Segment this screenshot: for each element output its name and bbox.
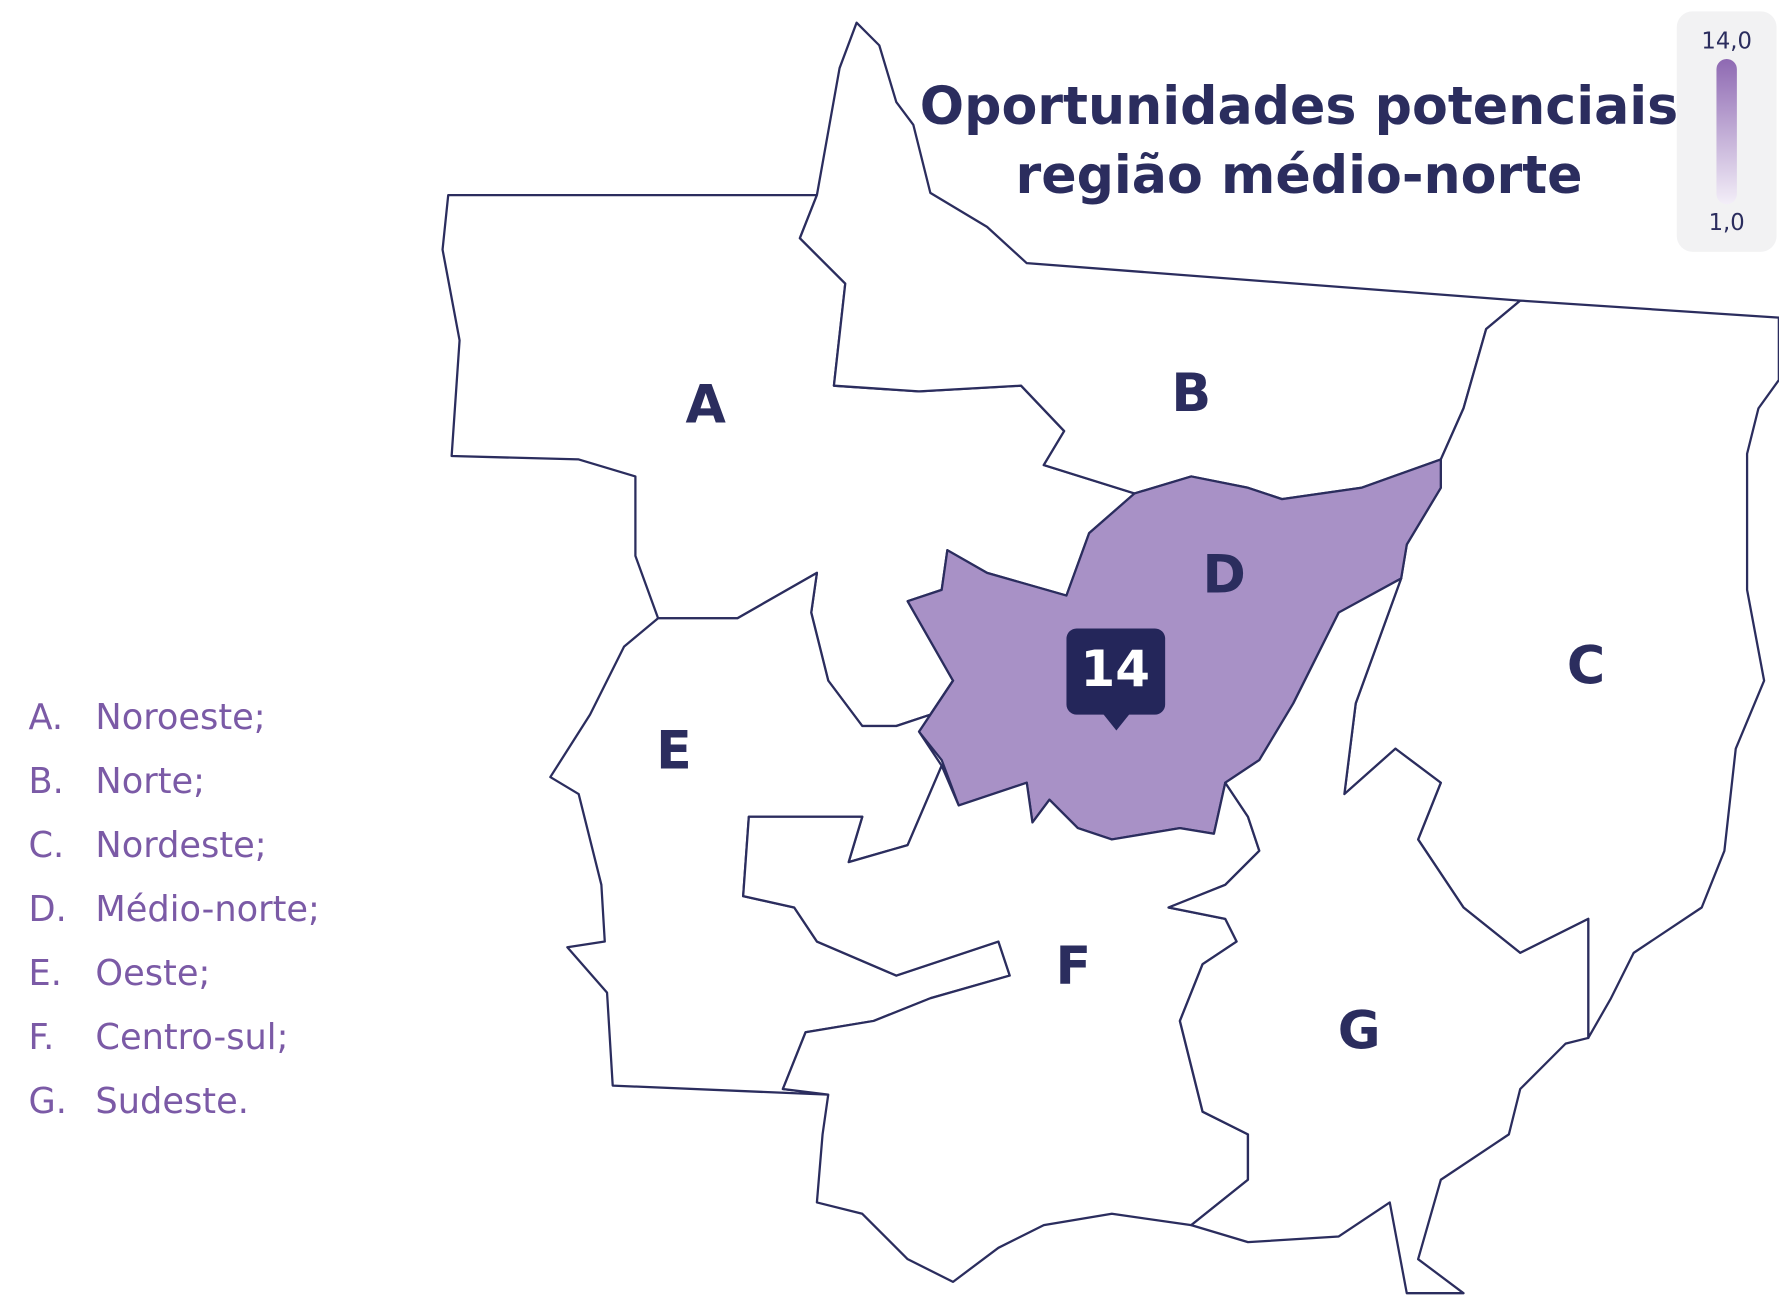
scale-bar <box>1716 58 1737 205</box>
region-label: B <box>1171 364 1211 424</box>
legend-name: Médio-norte; <box>95 889 319 930</box>
legend-letter: E. <box>29 953 62 994</box>
legend: A. Noroeste; B. Norte; C. Nordeste; D. Médio-no… <box>29 697 320 1122</box>
region-label: D <box>1202 546 1245 606</box>
region-g <box>1167 577 1590 1295</box>
legend-letter: C. <box>29 825 65 866</box>
scale-min-label: 1,0 <box>1709 210 1745 236</box>
badge-box <box>1066 628 1166 715</box>
value-badge: 14 <box>1066 628 1166 731</box>
region-label: F <box>1055 937 1091 997</box>
legend-letter: B. <box>29 761 64 802</box>
legend-letter: G. <box>29 1081 67 1122</box>
title: região médio-norte <box>1015 146 1582 206</box>
title: Oportunidades potenciais <box>920 77 1678 137</box>
badge-pointer <box>1102 713 1130 731</box>
legend-letter: A. <box>29 697 64 738</box>
legend-name: Centro-sul; <box>95 1017 288 1058</box>
badge-value: 14 <box>1081 640 1150 698</box>
legend-name: Nordeste; <box>95 825 266 866</box>
region-label: G <box>1338 1002 1381 1062</box>
regions <box>441 21 1779 1295</box>
region-label: A <box>686 375 727 435</box>
scale-max-label: 14,0 <box>1701 28 1751 54</box>
region-label: E <box>656 721 692 781</box>
color-scale: 14,0 1,0 <box>1676 11 1777 252</box>
legend-name: Oeste; <box>95 953 210 994</box>
legend-name: Norte; <box>95 761 205 802</box>
legend-name: Sudeste. <box>95 1081 248 1122</box>
legend-letter: F. <box>29 1017 55 1058</box>
legend-name: Noroeste; <box>95 697 265 738</box>
region-label: C <box>1567 636 1605 696</box>
legend-letter: D. <box>29 889 67 930</box>
